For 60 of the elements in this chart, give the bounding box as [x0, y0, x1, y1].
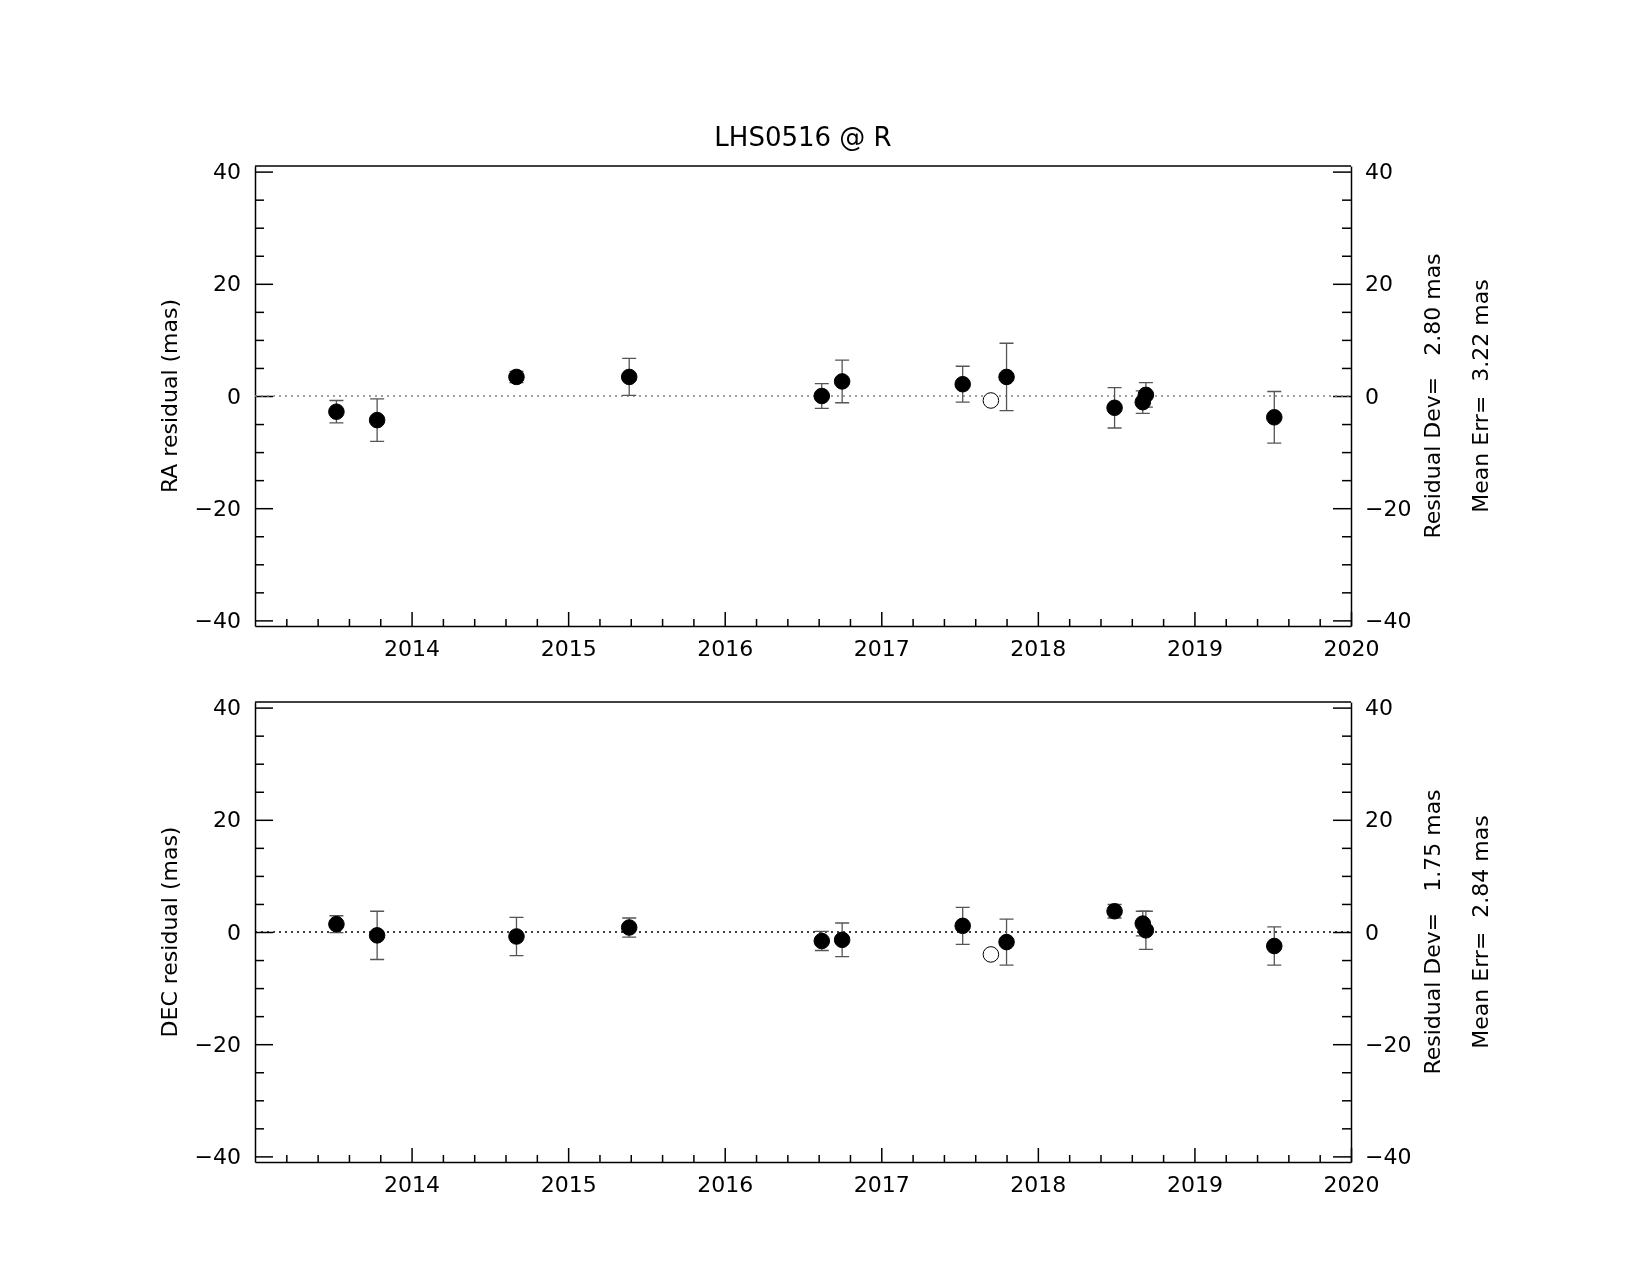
x-tick-label: 2016 [697, 635, 754, 661]
y2-tick-label: −40 [1365, 1143, 1412, 1169]
y-tick-label: 20 [213, 807, 241, 833]
x-tick-label: 2017 [853, 635, 910, 661]
point [368, 927, 386, 944]
x-tick-label: 2019 [1166, 635, 1223, 661]
x-tick-label: 2014 [384, 1171, 441, 1197]
point [1266, 409, 1283, 426]
y2-tick-label: 40 [1365, 159, 1393, 185]
point [508, 928, 525, 945]
point [620, 368, 638, 386]
y-tick-label: 0 [227, 383, 241, 409]
point [998, 933, 1015, 951]
point [1266, 937, 1283, 955]
text: Mean Err= 2.84 mas [1468, 815, 1493, 1049]
y2-tick-label: 0 [1365, 383, 1379, 409]
x-tick-label: 2018 [1010, 1171, 1067, 1197]
y2-tick-label: 40 [1365, 695, 1393, 721]
text: Residual Dev= 2.80 mas [1420, 253, 1445, 539]
point [1106, 399, 1123, 417]
point [368, 411, 386, 429]
y-tick-label: 20 [213, 271, 241, 297]
x-tick-label: 2019 [1166, 1171, 1223, 1197]
y2-tick-label: −20 [1365, 1031, 1412, 1057]
y-tick-label: −40 [194, 1143, 241, 1169]
point [954, 917, 971, 935]
chart-title: LHS0516 @ R [714, 122, 892, 152]
y2-tick-label: −40 [1365, 607, 1412, 633]
y-axis-title: RA residual (mas) [157, 298, 182, 494]
point [954, 375, 971, 393]
y-tick-label: −20 [194, 495, 241, 521]
x-tick-label: 2015 [540, 635, 597, 661]
text: Mean Err= 3.22 mas [1468, 279, 1493, 513]
y2-tick-label: 20 [1365, 807, 1393, 833]
y-tick-label: −40 [194, 607, 241, 633]
point [813, 387, 831, 405]
x-tick-label: 2020 [1323, 635, 1380, 661]
point [1137, 922, 1155, 939]
x-tick-label: 2018 [1010, 635, 1067, 661]
text: Residual Dev= 1.75 mas [1420, 789, 1445, 1075]
x-tick-label: 2015 [540, 1171, 597, 1197]
y-tick-label: 0 [227, 919, 241, 945]
point [328, 403, 345, 420]
y2-tick-label: −20 [1365, 495, 1412, 521]
y-axis-title: DEC residual (mas) [157, 826, 182, 1038]
x-tick-label: 2016 [697, 1171, 754, 1197]
point [833, 373, 851, 390]
x-tick-label: 2020 [1323, 1171, 1380, 1197]
point [833, 931, 851, 949]
y-tick-label: 40 [213, 695, 241, 721]
y2-tick-label: 20 [1365, 271, 1393, 297]
y-tick-label: 40 [213, 159, 241, 185]
y-tick-label: −20 [194, 1031, 241, 1057]
point [982, 946, 1000, 963]
x-tick-label: 2017 [853, 1171, 910, 1197]
x-tick-label: 2014 [384, 635, 441, 661]
y2-tick-label: 0 [1365, 919, 1379, 945]
point [982, 392, 1000, 409]
point [998, 368, 1015, 386]
point [1137, 386, 1155, 404]
